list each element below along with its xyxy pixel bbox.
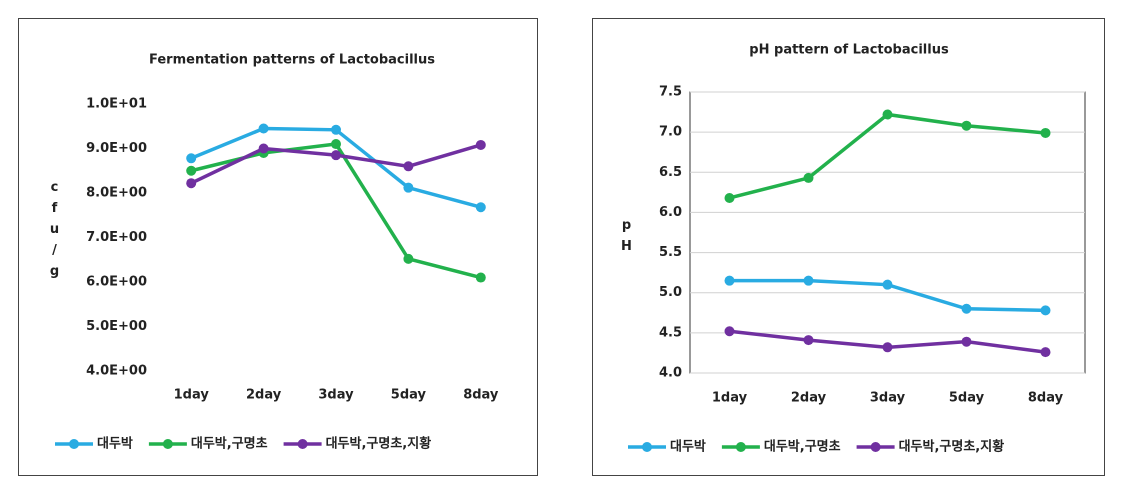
chart-title: Fermentation patterns of Lactobacillus: [149, 53, 435, 68]
chart-frame: [592, 18, 1105, 476]
data-point: [331, 150, 341, 161]
y-tick-label: 5.0: [659, 285, 682, 300]
legend-label: 대두박,구명초,지황: [899, 439, 1005, 455]
data-point: [961, 336, 972, 347]
y-tick-label: 7.0: [659, 125, 682, 140]
data-point: [882, 279, 893, 290]
data-point: [403, 182, 414, 193]
data-point: [1040, 127, 1051, 138]
y-tick-label: 4.5: [659, 325, 682, 340]
x-tick-label: 1day: [712, 391, 748, 406]
data-point: [882, 109, 893, 120]
legend-label: 대두박,구명초: [191, 436, 268, 452]
y-tick-label: 7.0E+00: [86, 230, 147, 245]
x-tick-label: 2day: [791, 391, 827, 406]
data-point: [331, 139, 341, 150]
data-point: [186, 165, 197, 176]
y-tick-label: 5.5: [659, 245, 682, 260]
data-point: [258, 143, 269, 154]
x-tick-label: 5day: [391, 388, 427, 403]
legend-marker: [162, 439, 173, 449]
y-tick-label: 8.0E+00: [86, 186, 147, 201]
x-tick-label: 1day: [174, 388, 210, 403]
y-tick-label: 4.0E+00: [86, 364, 147, 379]
data-point: [403, 253, 414, 264]
data-point: [331, 124, 341, 135]
legend-marker: [297, 439, 308, 449]
y-tick-label: 1.0E+01: [86, 97, 147, 112]
legend-marker: [642, 442, 652, 452]
legend-marker: [69, 439, 79, 449]
x-tick-label: 5day: [949, 391, 985, 406]
data-point: [724, 192, 735, 203]
legend-label: 대두박,구명초: [764, 439, 841, 455]
data-point: [724, 326, 735, 337]
y-tick-label: 5.0E+00: [86, 319, 147, 334]
data-point: [803, 172, 814, 183]
legend-label: 대두박: [670, 439, 706, 455]
x-tick-label: 3day: [318, 388, 354, 403]
y-tick-label: 6.5: [659, 165, 682, 180]
legend-marker: [870, 442, 881, 452]
y-axis-label: cfu/g: [47, 180, 62, 285]
y-axis-label: pH: [619, 218, 634, 260]
data-point: [258, 123, 269, 134]
y-tick-label: 4.0: [659, 366, 682, 381]
data-point: [186, 178, 197, 189]
legend-label: 대두박: [97, 436, 133, 452]
chart-title: pH pattern of Lactobacillus: [749, 43, 949, 58]
y-tick-label: 9.0E+00: [86, 141, 147, 156]
data-point: [803, 335, 814, 346]
plot-area: [689, 91, 1086, 374]
data-point: [186, 153, 197, 164]
data-point: [724, 275, 735, 286]
data-point: [961, 120, 972, 131]
x-tick-label: 2day: [246, 388, 282, 403]
data-point: [882, 342, 893, 353]
data-point: [475, 272, 486, 283]
legend-label: 대두박,구명초,지황: [326, 436, 432, 452]
y-tick-label: 6.0: [659, 205, 682, 220]
data-point: [961, 303, 972, 314]
y-tick-label: 7.5: [659, 85, 682, 100]
data-point: [803, 275, 814, 286]
x-tick-label: 8day: [1028, 391, 1064, 406]
data-point: [1040, 347, 1051, 358]
data-point: [475, 139, 486, 150]
series-line: [729, 112, 1046, 200]
x-tick-label: 8day: [463, 388, 499, 403]
chart-frame: [18, 18, 538, 476]
data-point: [403, 161, 414, 172]
y-tick-label: 6.0E+00: [86, 275, 147, 290]
data-point: [475, 202, 486, 213]
x-tick-label: 3day: [870, 391, 906, 406]
legend-marker: [735, 442, 746, 452]
data-point: [1040, 305, 1051, 316]
